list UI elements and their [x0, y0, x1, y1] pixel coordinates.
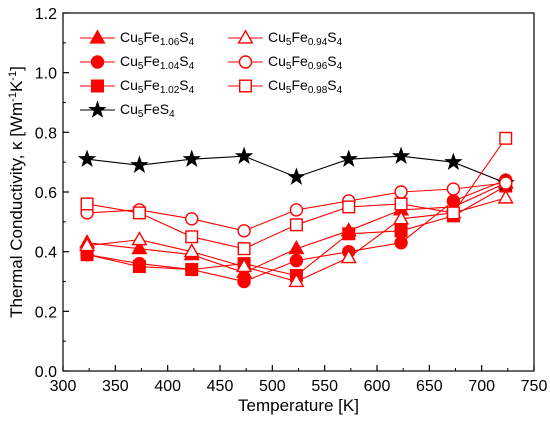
x-tick-label: 550 — [311, 378, 338, 395]
data-point — [342, 200, 356, 214]
data-point — [130, 155, 149, 173]
series-5 — [79, 189, 514, 288]
legend-label: Cu5Fe0.98S4 — [268, 77, 343, 96]
data-point — [288, 240, 305, 255]
data-point — [131, 240, 148, 255]
data-point — [289, 253, 304, 268]
data-point — [499, 176, 513, 190]
data-point — [237, 224, 251, 238]
legend-label: Cu5FeS4 — [120, 101, 175, 120]
x-tick-label: 300 — [50, 378, 77, 395]
x-tick-label: 700 — [468, 378, 495, 395]
x-tick-label: 750 — [521, 378, 548, 395]
legend-marker — [238, 55, 253, 69]
data-point — [237, 274, 251, 289]
data-point — [340, 249, 357, 264]
legend-label: Cu5Fe1.02S4 — [120, 77, 195, 96]
legend-label: Cu5Fe1.04S4 — [120, 53, 195, 72]
data-point — [234, 146, 254, 164]
data-point — [393, 210, 410, 225]
y-tick-label: 0.8 — [35, 125, 57, 142]
legend-item: Cu5Fe1.04S4 — [80, 53, 195, 72]
data-point — [185, 230, 199, 244]
legend-item: Cu5Fe0.96S4 — [228, 53, 343, 72]
y-tick-label: 1.0 — [35, 66, 57, 83]
series-4 — [77, 146, 515, 191]
data-point — [339, 149, 358, 167]
data-point — [394, 197, 408, 211]
data-point — [289, 203, 304, 217]
data-point — [80, 197, 94, 211]
legend-label: Cu5Fe1.06S4 — [120, 29, 195, 48]
data-point — [446, 206, 460, 220]
legend-item: Cu5Fe1.02S4 — [80, 77, 195, 96]
data-point — [236, 257, 253, 273]
data-point — [287, 167, 306, 185]
data-point — [342, 227, 356, 241]
series-line — [87, 137, 507, 250]
data-point — [394, 224, 408, 238]
data-point — [446, 182, 461, 196]
data-point — [77, 149, 97, 167]
data-point — [132, 206, 146, 220]
data-point — [183, 243, 200, 258]
legend: Cu5Fe1.06S4 Cu5Fe1.04S4 Cu5Fe1.02S4 Cu5FeS4… — [80, 29, 343, 120]
legend-label: Cu5Fe0.96S4 — [268, 53, 343, 72]
y-tick-label: 1.2 — [35, 6, 57, 23]
legend-item: Cu5Fe1.06S4 — [80, 29, 195, 48]
legend-marker — [238, 79, 252, 93]
y-axis-title: Thermal Conductivity, κ [Wm-1K-1] — [7, 66, 26, 318]
x-tick-label: 450 — [207, 378, 234, 395]
x-tick-label: 350 — [102, 378, 129, 395]
x-tick-label: 500 — [259, 378, 286, 395]
data-point — [394, 185, 408, 199]
legend-item: Cu5Fe0.98S4 — [228, 77, 343, 96]
x-axis-title: Temperature [K] — [238, 396, 359, 415]
x-tick-label: 600 — [364, 378, 391, 395]
legend-marker — [90, 55, 105, 69]
legend-item: Cu5Fe0.94S4 — [228, 29, 343, 48]
legend-marker — [237, 29, 254, 44]
data-point — [182, 149, 201, 167]
legend-marker — [90, 79, 104, 93]
data-point — [79, 237, 96, 252]
data-point — [499, 131, 513, 145]
data-point — [132, 260, 146, 274]
y-tick-label: 0.6 — [35, 185, 57, 202]
data-point — [288, 272, 305, 288]
legend-marker — [89, 29, 106, 44]
y-tick-label: 0.4 — [35, 245, 57, 262]
data-point — [289, 218, 303, 232]
data-point — [394, 236, 408, 250]
y-tick-label: 0.0 — [35, 364, 57, 381]
data-point — [131, 231, 148, 246]
data-point — [391, 146, 411, 164]
legend-marker — [88, 100, 107, 118]
data-point — [237, 242, 251, 256]
legend-label: Cu5Fe0.94S4 — [268, 29, 343, 48]
legend-item: Cu5FeS4 — [80, 100, 175, 120]
data-point — [185, 263, 199, 277]
data-point — [185, 212, 199, 226]
data-point — [444, 152, 463, 170]
x-tick-label: 650 — [416, 378, 443, 395]
series-7 — [80, 131, 513, 256]
data-point — [497, 189, 514, 204]
x-tick-label: 400 — [154, 378, 181, 395]
y-tick-label: 0.2 — [35, 304, 57, 321]
